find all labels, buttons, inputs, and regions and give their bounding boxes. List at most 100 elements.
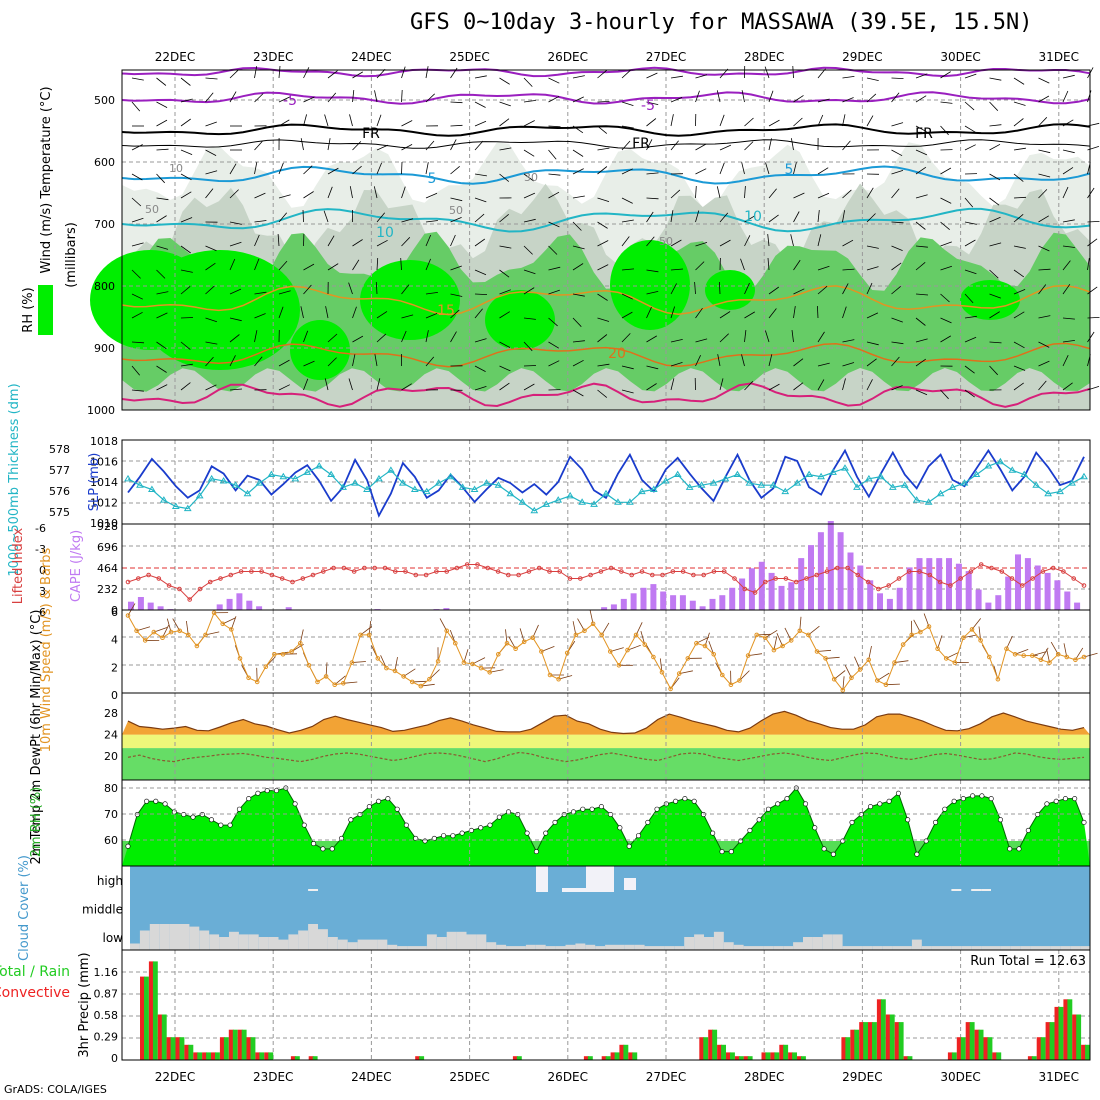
thickness-point [841,464,849,471]
cloud-low-bar [981,946,991,950]
rh-point [914,851,920,857]
lifted-index-point [1071,576,1076,581]
wind-barb [302,209,304,223]
wind-barb-10m [877,672,890,681]
wind-barb-10m [172,618,181,631]
cape-bar [1044,572,1051,610]
precip-total-bar [1067,999,1073,1060]
thickness-point [972,470,981,478]
thickness-point [1020,470,1029,478]
date-label-top: 24DEC [351,50,391,64]
wind-barb [1038,189,1048,199]
cloud-low-bar [852,946,863,950]
wind-barb [891,170,904,175]
wind-speed-point [358,632,363,638]
cape-bar [285,607,292,610]
cape-bar [699,606,706,610]
precip-conv-bar [166,1037,172,1060]
rh-point [1016,846,1022,852]
cloud-high-bar [971,889,982,891]
wind-barb [891,262,902,271]
precip-conv-bar [610,1052,616,1060]
wind-barb [474,173,487,177]
lifted-index-point [187,597,192,602]
thickness-point [1068,479,1076,486]
wind-barb [792,65,794,79]
wind-speed-point [203,632,208,638]
wind-barb [131,269,141,279]
wind-barb [768,188,777,199]
wind-barb [646,211,654,223]
wind-tick: 4 [111,634,118,647]
lifted-index-point [968,569,974,574]
wind-speed-point [616,663,622,668]
wind-barb [1013,147,1026,151]
wind-speed-point [1030,653,1035,658]
wind-speed-point [969,627,975,632]
thickness-point [769,481,778,488]
contour-label: 10 [169,162,183,175]
rh-point [209,817,215,823]
wind-barb [572,317,582,327]
precip-total-bar [721,1044,726,1060]
cape-bar [748,568,755,610]
wind-barb [303,263,315,271]
precip-total-bar [1058,1006,1064,1060]
wind-barb [621,268,635,271]
wind-barb [401,161,403,175]
lifted-index-point [876,586,881,592]
thickness-point [434,479,443,486]
wind-barb [349,114,353,127]
wind-barb [764,66,770,79]
cape-tick: 232 [97,583,118,596]
wind-speed-point [375,656,381,661]
cloud-low-bar [525,944,536,950]
wind-barb [156,119,168,127]
lifted-index-point [434,569,439,574]
lifted-index-point [1040,569,1046,574]
rh-point [728,849,734,855]
wind-barb [425,258,431,271]
precip-total-bar [738,1056,744,1060]
wind-barb [940,317,952,324]
wind-speed-point [711,652,717,657]
lifted-index-line [127,563,1085,601]
contour-label: 5 [785,162,794,178]
wind-barb [646,197,659,200]
thickness-point [159,496,168,503]
precip-conv-bar [228,1029,234,1060]
wind-barb [866,213,876,223]
contour-label: FR [362,126,380,142]
wind-barb [744,311,756,319]
wind-barb-10m [610,647,624,652]
thickness-tick: 575 [49,506,70,519]
wind-barb [425,140,435,151]
cloud-low-bar [327,937,338,950]
wind-barb [205,149,217,156]
wind-barb [205,121,217,127]
lifted-index-point [742,586,748,592]
wind-speed-point [1047,660,1052,665]
cloud-tick: middle [82,903,123,917]
wind-barb [817,305,819,319]
precip-total-bar [312,1056,318,1060]
wind-speed-point [1073,657,1078,663]
wind-speed-point [435,658,441,664]
wind-barb [572,263,584,271]
wind-barb [131,101,141,112]
wind-barb [1013,365,1026,371]
cloud-high-block [586,866,614,892]
lifted-index-point [567,576,573,581]
wind-barb [548,341,560,349]
cape-bar [827,521,834,610]
precip-total-bar [898,1022,904,1060]
wind-barb [989,173,1001,181]
cape-bar [729,587,736,610]
wind-barb [866,341,879,346]
wind-barb [303,284,312,295]
wind-barb [499,213,509,223]
cape-bar [926,558,933,610]
cloud-low-bar [159,924,170,950]
cloud-low-bar [337,939,348,950]
precip-conv-bar [290,1056,296,1060]
